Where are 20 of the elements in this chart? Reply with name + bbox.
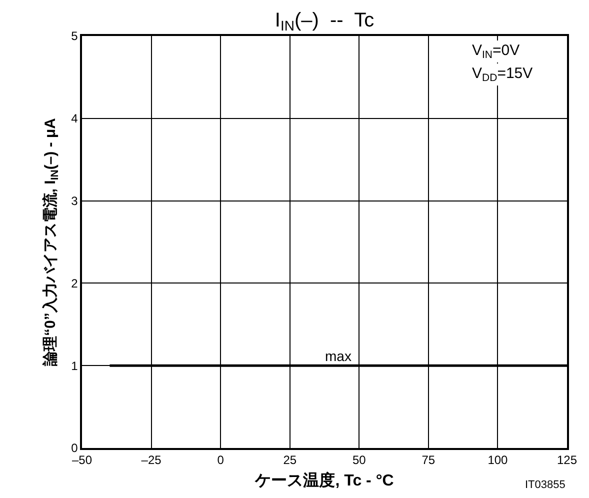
series-label: max xyxy=(325,348,352,364)
x-tick-label: –50 xyxy=(72,453,92,468)
annotation: V$_{DD}$=15V xyxy=(472,65,533,84)
x-tick-label: 25 xyxy=(283,453,297,468)
x-tick-label: 0 xyxy=(217,453,224,468)
y-tick-label: 0 xyxy=(71,441,78,456)
x-axis-title: ケース温度, Tc - °C xyxy=(254,470,394,490)
y-tick-label: 3 xyxy=(71,194,78,208)
chart-title: I$_{IN}$(–) -- Tc xyxy=(274,9,374,34)
y-tick-label: 5 xyxy=(71,29,78,44)
x-tick-label: 50 xyxy=(352,453,366,468)
x-tick-label: 125 xyxy=(556,453,578,468)
y-tick-label: 2 xyxy=(71,276,78,290)
text: IT03855 xyxy=(525,479,566,491)
x-tick-label: 75 xyxy=(422,453,436,468)
annotation: V$_{IN}$=0V xyxy=(472,42,520,62)
y-tick-label: 1 xyxy=(71,358,78,373)
x-tick-label: –25 xyxy=(141,453,162,468)
y-tick-label: 4 xyxy=(71,112,78,126)
x-tick-label: 100 xyxy=(488,453,508,468)
